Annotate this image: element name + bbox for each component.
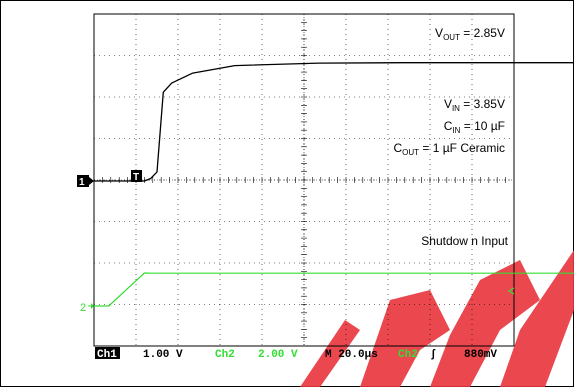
ch2-ground-marker: 2 — [80, 302, 94, 314]
ch2-marker-label: 2 — [80, 302, 86, 314]
cout-annotation: COUT = 1 µF Ceramic — [394, 141, 506, 157]
ch1-ground-marker: 1 — [77, 175, 94, 188]
vout-annotation: VOUT = 2.85V — [435, 26, 505, 42]
trigger-marker-label: T — [133, 172, 139, 183]
trigger-source: Ch2 — [398, 349, 418, 361]
trigger-slope: ʃ — [430, 349, 437, 361]
channel-markers: 1 2 T — [77, 170, 515, 314]
ch1-marker-label: 1 — [79, 177, 85, 188]
cin-annotation: CIN = 10 µF — [444, 119, 505, 135]
trigger-level-marker — [507, 287, 515, 295]
ch2-status-label: Ch2 — [215, 349, 235, 361]
ch2-scale: 2.00 V — [258, 349, 298, 361]
annotations: VOUT = 2.85V VIN = 3.85V CIN = 10 µF COU… — [394, 26, 509, 248]
traces — [94, 62, 574, 307]
trigger-position-marker: T — [131, 170, 142, 183]
timebase: M 20.0µs — [325, 349, 378, 361]
graticule — [93, 13, 515, 347]
shutdown-input-annotation: Shutdow n Input — [421, 234, 508, 248]
trigger-level: 880mV — [464, 349, 497, 361]
status-bar: Ch1 1.00 V Ch2 2.00 V M 20.0µs Ch2 ʃ 880… — [95, 347, 497, 361]
ch1-status-box — [95, 347, 120, 359]
ch2-shutdown-input-trace — [94, 272, 574, 307]
vin-annotation: VIN = 3.85V — [444, 97, 505, 113]
ch1-scale: 1.00 V — [143, 349, 183, 361]
ch1-status-label: Ch1 — [97, 349, 117, 361]
ch1-output-voltage-trace — [94, 62, 574, 182]
watermark-logo — [300, 250, 574, 387]
